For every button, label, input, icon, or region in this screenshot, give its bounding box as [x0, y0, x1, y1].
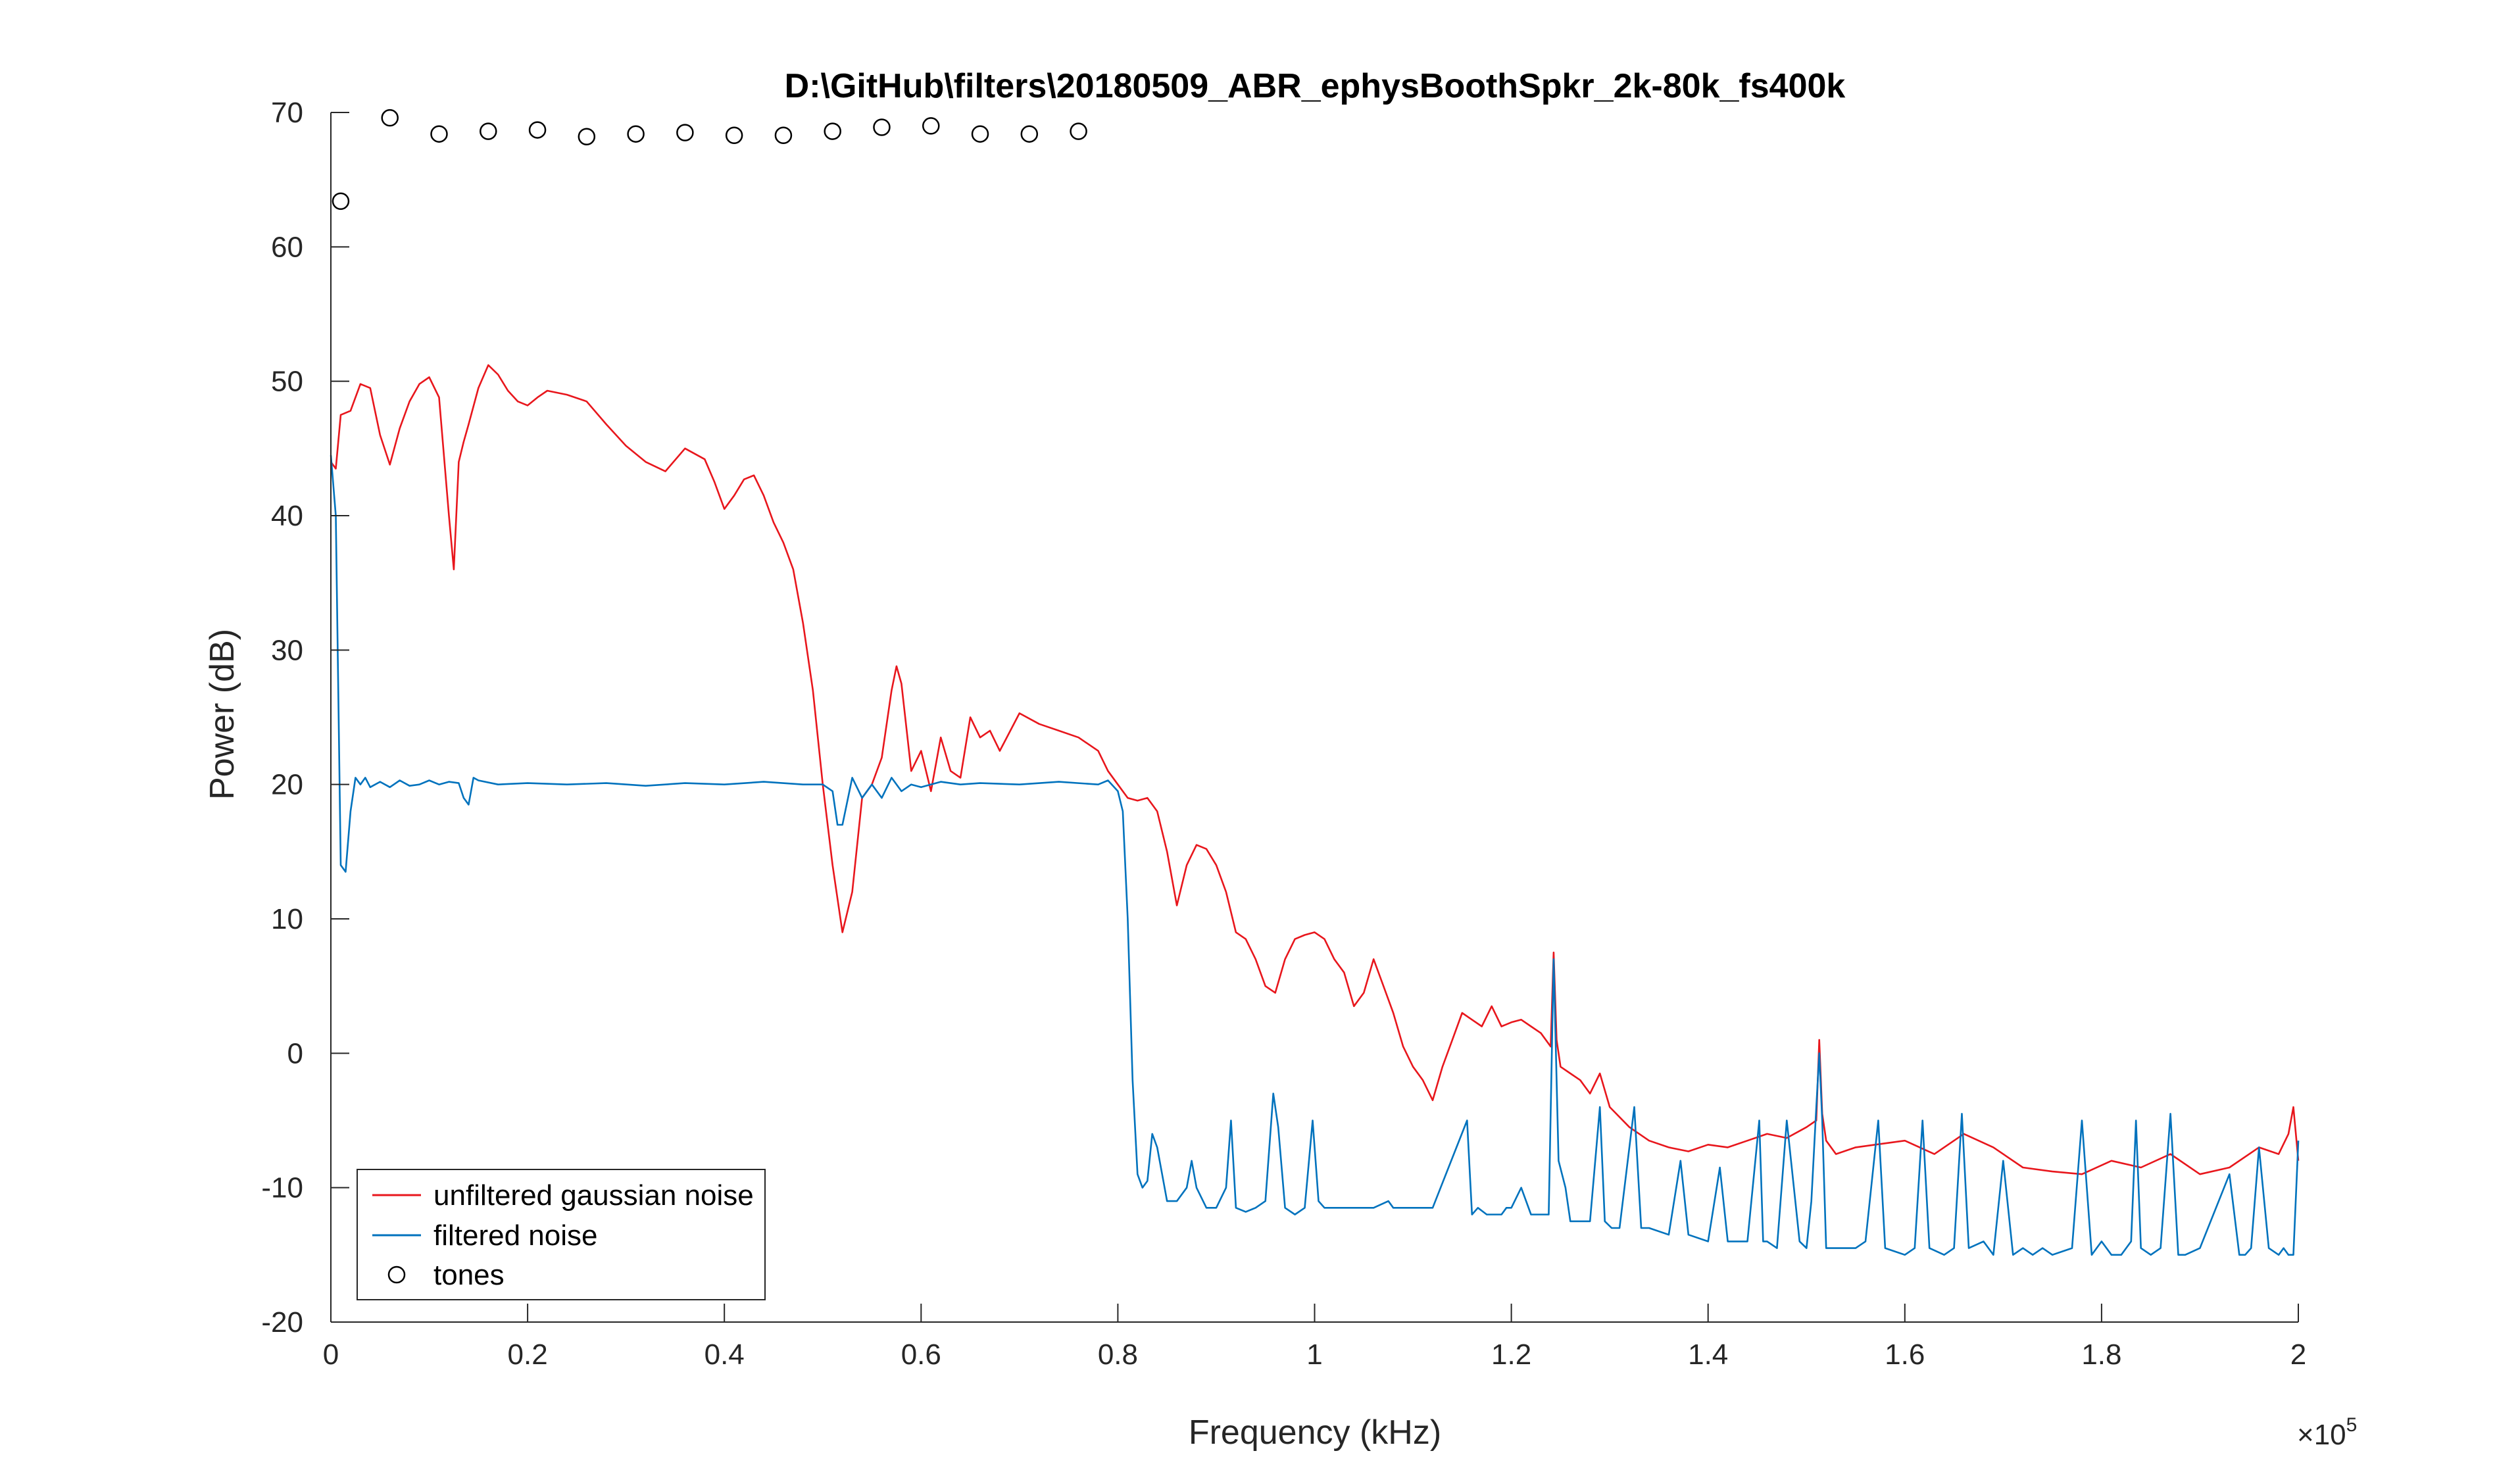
tone-marker: [676, 124, 694, 141]
y-tick-label: -20: [261, 1306, 303, 1339]
tone-marker: [480, 122, 497, 140]
y-tick-label: 0: [287, 1037, 303, 1069]
legend-box: [357, 1169, 766, 1300]
series-line-filtered: [330, 454, 2300, 1256]
legend-swatch-tones: [387, 1265, 406, 1284]
y-tick-label: 50: [271, 366, 303, 398]
x-tick-label: 0.4: [704, 1339, 745, 1371]
x-tick-label: 0.6: [901, 1339, 941, 1371]
tone-marker: [824, 122, 841, 140]
x-tick-label: 2: [2290, 1339, 2306, 1371]
tone-marker: [922, 117, 940, 135]
axes: 0 0.2 0.4 0.6 0.8 1 1.2 1.4 1.6 1.8 2 -20 -10 0 10 20 30…: [261, 97, 2306, 1371]
x-tick-label: 0: [323, 1339, 339, 1371]
legend-label-filtered: filtered noise: [433, 1219, 597, 1252]
y-tick-label: -10: [261, 1172, 303, 1204]
y-tick-label: 10: [271, 903, 303, 935]
x-tick-label: 1.6: [1885, 1339, 1925, 1371]
tone-marker: [627, 125, 645, 143]
y-axis-label: Power (dB): [203, 629, 241, 800]
y-tick-label: 70: [271, 97, 303, 129]
tone-marker: [971, 125, 989, 143]
x-tick-label: 1: [1306, 1339, 1322, 1371]
x-exponent-base: ×10: [2297, 1419, 2346, 1451]
tone-marker: [873, 118, 891, 136]
x-tick-label: 1.4: [1688, 1339, 1728, 1371]
tone-marker: [1070, 122, 1087, 140]
tone-marker: [381, 109, 399, 127]
chart-title: D:\GitHub\filters\20180509_ABR_ephysBoot…: [785, 67, 1846, 105]
x-tick-label: 1.2: [1491, 1339, 1531, 1371]
tone-marker: [332, 192, 350, 210]
tone-marker: [528, 121, 547, 139]
y-tick-label: 60: [271, 231, 303, 263]
x-exponent-power: 5: [2346, 1414, 2358, 1436]
plot-area: [330, 109, 2300, 1256]
x-axis-label: Frequency (kHz): [1189, 1413, 1441, 1452]
legend: unfiltered gaussian noise filtered noise…: [357, 1169, 766, 1300]
tone-marker: [774, 126, 793, 144]
x-tick-label: 0.8: [1098, 1339, 1138, 1371]
legend-label-unfiltered: unfiltered gaussian noise: [433, 1179, 754, 1212]
y-tick-label: 20: [271, 769, 303, 801]
tone-marker: [1020, 125, 1039, 143]
series-line-unfiltered: [330, 364, 2300, 1175]
x-tick-label: 0.2: [508, 1339, 548, 1371]
legend-label-tones: tones: [433, 1259, 505, 1291]
tone-marker: [725, 126, 743, 144]
tone-marker: [578, 128, 596, 146]
y-tick-label: 40: [271, 500, 303, 532]
tone-marker: [430, 125, 448, 143]
x-tick-label: 1.8: [2081, 1339, 2121, 1371]
y-tick-label: 30: [271, 634, 303, 666]
x-exponent-label: ×105: [2297, 1414, 2357, 1451]
